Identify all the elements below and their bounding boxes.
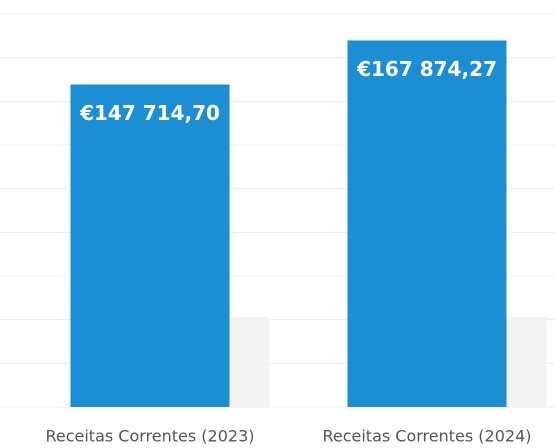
- bar-shadow: [506, 317, 547, 407]
- data-label: €147 714,70: [79, 101, 220, 125]
- bar-shadow: [229, 317, 270, 407]
- bar: [70, 84, 230, 408]
- data-label: €167 874,27: [356, 57, 497, 81]
- x-tick-label: Receitas Correntes (2023): [45, 427, 254, 446]
- bar: [347, 40, 507, 407]
- x-tick-label: Receitas Correntes (2024): [322, 427, 531, 446]
